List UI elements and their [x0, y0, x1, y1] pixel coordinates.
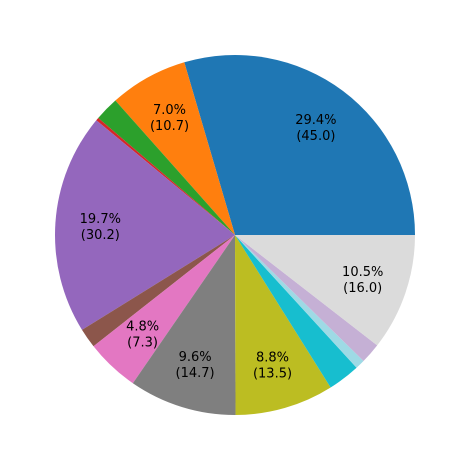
- slice-percent-label-0: 29.4%: [295, 113, 336, 128]
- slice-percent-label-8: 8.8%: [256, 351, 289, 366]
- pie-slice-1: [115, 62, 235, 235]
- slice-percent-label-6: 4.8%: [126, 319, 159, 334]
- pie-slice-2: [98, 100, 235, 235]
- slice-value-label-6: (7.3): [127, 335, 158, 350]
- pie-slice-4: [54, 120, 235, 330]
- pie-slice-6: [93, 235, 235, 384]
- slice-label-8: 8.8% (13.5): [253, 351, 292, 382]
- slice-percent-label-1: 7.0%: [153, 103, 186, 118]
- slice-value-label-0: (45.0): [296, 129, 335, 144]
- slice-percent-label-7: 9.6%: [179, 350, 212, 365]
- slice-label-4: 19.7% (30.2): [80, 212, 121, 243]
- slice-value-label-8: (13.5): [253, 367, 292, 382]
- pie-slice-5: [82, 235, 235, 347]
- slice-value-label-4: (30.2): [81, 228, 120, 243]
- slice-label-0: 29.4% (45.0): [295, 113, 336, 144]
- pie-slice-8: [235, 235, 331, 415]
- slice-label-6: 4.8% (7.3): [126, 319, 159, 350]
- slice-percent-label-12: 10.5%: [342, 265, 383, 280]
- pie-slice-3: [96, 118, 235, 235]
- pie-slice-9: [235, 235, 357, 388]
- pie-slice-12: [235, 235, 415, 346]
- slice-label-7: 9.6% (14.7): [176, 350, 215, 381]
- slice-label-1: 7.0% (10.7): [150, 103, 189, 134]
- slice-percent-label-4: 19.7%: [80, 212, 121, 227]
- slice-value-label-12: (16.0): [343, 281, 382, 296]
- slice-value-label-1: (10.7): [150, 119, 189, 134]
- pie-slices: [54, 54, 415, 415]
- pie-slice-0: [184, 54, 415, 235]
- pie-labels: 29.4% (45.0) 7.0% (10.7) 19.7% (30.2) 4.8% (7.3…: [80, 103, 384, 382]
- slice-value-label-7: (14.7): [176, 366, 215, 381]
- pie-slice-11: [235, 235, 378, 362]
- slice-label-12: 10.5% (16.0): [342, 265, 383, 296]
- pie-slice-10: [235, 235, 364, 368]
- pie-slice-7: [132, 235, 236, 415]
